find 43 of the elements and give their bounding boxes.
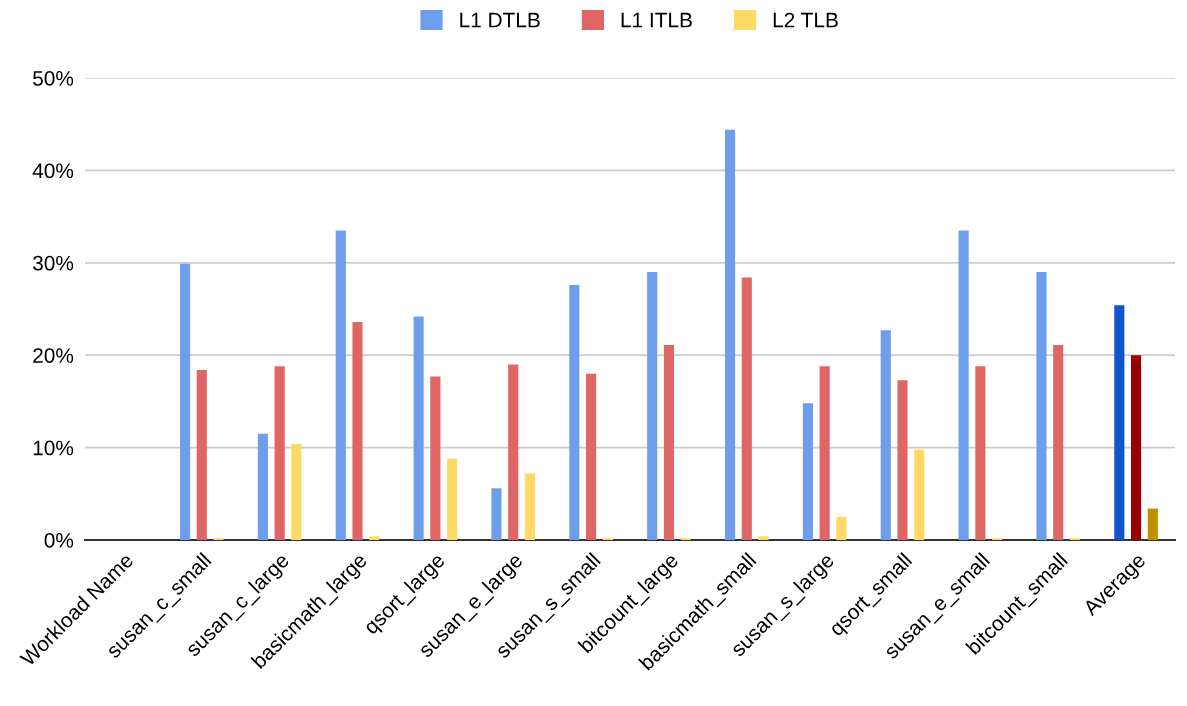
bar <box>758 536 769 540</box>
bar <box>836 516 847 540</box>
bar <box>819 366 830 540</box>
bar <box>1114 305 1125 540</box>
bar <box>741 277 752 540</box>
bar <box>369 536 380 540</box>
bar <box>569 284 580 540</box>
bar <box>335 230 346 540</box>
bar <box>1147 508 1158 540</box>
legend-label: L2 TLB <box>773 12 838 28</box>
bar <box>586 373 597 540</box>
bar <box>647 272 658 540</box>
bar <box>413 316 424 540</box>
y-tick-label: 0% <box>44 533 74 548</box>
y-tick-label: 50% <box>33 71 74 86</box>
bar <box>524 473 536 540</box>
bar <box>1131 355 1142 540</box>
bar <box>257 433 268 540</box>
y-tick-label: 10% <box>33 440 74 456</box>
bar <box>958 230 969 540</box>
bar <box>914 449 925 540</box>
bar <box>196 369 207 540</box>
bar <box>975 366 986 540</box>
legend-label: L1 DTLB <box>460 12 540 28</box>
bar <box>802 403 813 540</box>
bar <box>291 443 302 540</box>
bar <box>724 129 736 540</box>
bar <box>1036 272 1047 540</box>
bar <box>352 321 363 540</box>
y-tick-label: 30% <box>32 255 74 271</box>
bar <box>897 380 908 540</box>
bar <box>508 364 519 540</box>
bar <box>447 458 458 540</box>
bar <box>179 263 191 540</box>
legend-label: L1 ITLB <box>621 12 692 28</box>
bar <box>491 488 502 540</box>
y-tick-label: 40% <box>32 163 74 179</box>
y-tick-label: 20% <box>33 348 74 363</box>
bar <box>663 345 674 540</box>
bar <box>880 330 891 540</box>
bar <box>430 376 441 540</box>
bar <box>274 366 285 540</box>
bar <box>1053 345 1064 540</box>
